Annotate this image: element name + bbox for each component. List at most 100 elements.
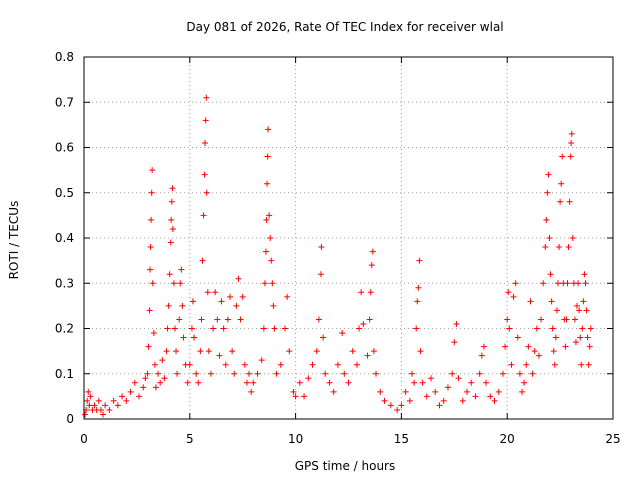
data-point: [292, 393, 299, 400]
data-point: [414, 298, 421, 305]
data-point: [197, 348, 204, 355]
data-point: [583, 307, 590, 314]
data-point: [585, 361, 592, 368]
data-point: [504, 316, 511, 323]
data-point: [145, 343, 152, 350]
data-point: [581, 271, 588, 278]
data-point: [202, 139, 209, 146]
data-point: [553, 307, 560, 314]
data-point: [142, 375, 149, 382]
data-point: [266, 212, 273, 219]
data-point: [506, 325, 513, 332]
data-point: [334, 361, 341, 368]
data-point: [366, 316, 373, 323]
data-point: [131, 379, 138, 386]
data-point: [148, 216, 155, 223]
chart-title: Day 081 of 2026, Rate Of TEC Index for r…: [186, 20, 503, 34]
data-point: [147, 244, 154, 251]
data-point: [250, 379, 257, 386]
data-point: [370, 348, 377, 355]
data-point: [580, 298, 587, 305]
data-point: [406, 397, 413, 404]
data-point: [163, 348, 170, 355]
data-point: [84, 397, 91, 404]
x-tick-label: 10: [288, 432, 303, 446]
data-point: [569, 235, 576, 241]
data-point: [106, 406, 113, 413]
data-point: [572, 339, 579, 346]
data-point: [248, 388, 255, 395]
y-tick-label: 0.2: [55, 322, 74, 336]
data-point: [150, 330, 157, 337]
data-point: [540, 280, 547, 287]
x-tick-label: 0: [80, 432, 88, 446]
data-point: [91, 402, 98, 409]
data-point: [577, 334, 584, 341]
data-point: [586, 343, 593, 350]
data-point: [309, 361, 316, 368]
data-point: [455, 375, 462, 382]
data-point: [505, 289, 512, 296]
data-point: [377, 388, 384, 395]
data-point: [227, 293, 234, 300]
data-point: [210, 325, 217, 332]
y-tick-label: 0: [66, 412, 74, 426]
data-point: [149, 167, 156, 174]
data-point: [413, 325, 420, 332]
data-point: [102, 402, 109, 409]
data-point: [147, 266, 154, 273]
data-point: [402, 388, 409, 395]
data-point: [480, 343, 487, 350]
data-point: [369, 248, 376, 255]
data-point: [544, 189, 551, 196]
data-point: [349, 348, 356, 355]
data-point: [169, 185, 176, 192]
data-point: [557, 198, 564, 205]
data-point: [214, 316, 221, 323]
data-point: [574, 302, 581, 309]
data-point: [168, 198, 175, 205]
data-point: [191, 334, 198, 341]
data-point: [508, 361, 515, 368]
data-point: [419, 379, 426, 386]
data-point: [205, 348, 212, 355]
data-point: [273, 370, 280, 377]
data-point: [444, 384, 451, 391]
data-point: [165, 302, 172, 309]
data-point: [169, 225, 176, 232]
data-point: [394, 406, 401, 413]
y-tick-label: 0.6: [55, 141, 74, 155]
data-point: [200, 212, 207, 219]
data-point: [277, 361, 284, 368]
data-point: [114, 402, 121, 409]
data-point: [233, 302, 240, 309]
data-point: [491, 397, 498, 404]
data-point: [157, 379, 164, 386]
data-point: [468, 379, 475, 386]
data-point: [258, 357, 265, 364]
data-point: [246, 370, 253, 377]
data-point: [514, 334, 521, 341]
data-point: [525, 343, 532, 350]
data-point: [568, 139, 575, 146]
data-point: [549, 325, 556, 332]
data-point: [202, 117, 209, 124]
data-point: [237, 316, 244, 323]
data-point: [571, 316, 578, 323]
data-point: [151, 361, 158, 368]
data-point: [178, 266, 185, 273]
data-point: [173, 348, 180, 355]
data-point: [235, 275, 242, 282]
data-point: [207, 370, 214, 377]
data-point: [136, 393, 143, 400]
data-point: [123, 397, 130, 404]
data-point: [198, 316, 205, 323]
data-point: [110, 397, 117, 404]
data-point: [149, 280, 156, 287]
data-point: [229, 348, 236, 355]
data-point: [387, 402, 394, 409]
data-point: [575, 280, 582, 287]
x-tick-label: 15: [394, 432, 409, 446]
data-point: [322, 370, 329, 377]
data-point: [453, 320, 460, 327]
